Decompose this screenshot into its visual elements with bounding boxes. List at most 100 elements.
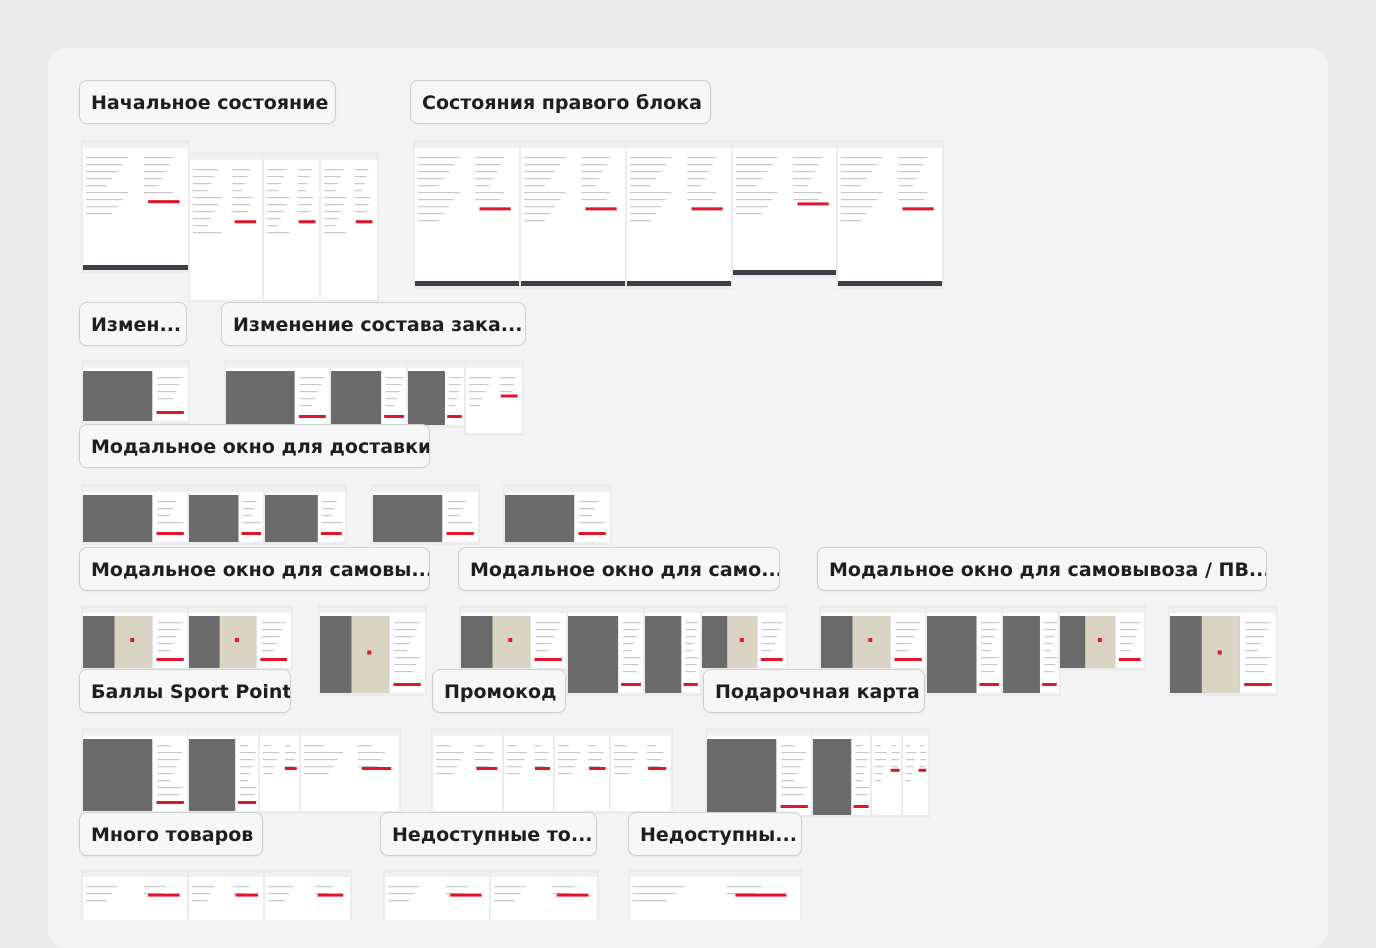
- section-label[interactable]: Модальное окно для самовы...: [79, 547, 430, 591]
- text-line: [86, 206, 118, 208]
- text-line: [579, 515, 592, 517]
- text-line: [268, 886, 294, 888]
- text-line: [157, 773, 174, 775]
- section-label[interactable]: Недоступны...: [628, 812, 802, 856]
- text-line: [622, 671, 637, 673]
- text-line: [687, 178, 706, 180]
- text-line: [474, 766, 490, 768]
- frame-header: [903, 731, 928, 736]
- text-line: [906, 759, 915, 761]
- text-line: [1120, 622, 1141, 624]
- text-line: [841, 213, 867, 215]
- text-line: [322, 522, 342, 524]
- section-label[interactable]: Изменение состава зака...: [221, 302, 526, 346]
- text-line: [981, 650, 990, 652]
- text-line: [891, 745, 896, 747]
- text-line: [687, 192, 717, 194]
- text-line: [898, 192, 928, 194]
- text-line: [1120, 636, 1136, 638]
- section-label[interactable]: Промокод: [432, 669, 566, 713]
- section-label[interactable]: Баллы Sport Point: [79, 669, 291, 713]
- text-line: [324, 197, 347, 199]
- frame-header: [83, 143, 188, 148]
- frame: [504, 731, 554, 811]
- text-line: [388, 893, 415, 895]
- text-line: [630, 185, 651, 187]
- text-line: [357, 766, 379, 768]
- text-line: [687, 185, 702, 187]
- text-line: [239, 766, 253, 768]
- section-label[interactable]: Модальное окно для самовывоза / ПВ...: [817, 547, 1267, 591]
- text-line: [630, 178, 656, 180]
- text-line: [157, 377, 183, 379]
- text-line: [267, 176, 284, 178]
- text-line: [86, 164, 123, 166]
- section-label[interactable]: Начальное состояние: [79, 80, 336, 124]
- text-line: [762, 622, 783, 624]
- text-line: [354, 211, 367, 213]
- text-line: [385, 377, 404, 379]
- section-label[interactable]: Подарочная карта: [703, 669, 925, 713]
- section-label[interactable]: Измен...: [79, 302, 187, 346]
- text-line: [475, 199, 501, 201]
- thumbnails: [83, 143, 1276, 920]
- text-line: [239, 780, 248, 782]
- text-line: [232, 169, 251, 171]
- section-label[interactable]: Много товаров: [79, 812, 263, 856]
- text-line: [474, 745, 485, 747]
- text-line: [793, 164, 819, 166]
- text-line: [304, 752, 344, 754]
- text-line: [418, 213, 444, 215]
- text-line: [906, 773, 913, 775]
- text-line: [875, 745, 881, 747]
- text-line: [507, 773, 520, 775]
- text-line: [1245, 650, 1258, 652]
- text-line: [232, 197, 253, 199]
- section-label[interactable]: Состояния правого блока: [410, 80, 711, 124]
- text-line: [388, 900, 409, 902]
- section-label[interactable]: Недоступные то...: [380, 812, 597, 856]
- button: [479, 207, 511, 211]
- text-line: [157, 752, 183, 754]
- text-line: [86, 178, 113, 180]
- button: [260, 658, 287, 661]
- text-line: [297, 169, 312, 171]
- text-line: [494, 893, 521, 895]
- overlay: [331, 371, 382, 425]
- text-line: [324, 225, 336, 227]
- text-line: [157, 622, 183, 624]
- text-line: [588, 752, 604, 754]
- text-line: [354, 204, 369, 206]
- text-line: [630, 164, 667, 166]
- text-line: [267, 169, 287, 171]
- text-line: [736, 213, 762, 215]
- text-line: [875, 773, 883, 775]
- text-line: [793, 185, 808, 187]
- button: [476, 767, 498, 770]
- text-line: [354, 190, 363, 192]
- text-line: [895, 650, 908, 652]
- frame: [321, 155, 377, 300]
- text-line: [906, 766, 914, 768]
- footer: [838, 281, 942, 286]
- text-line: [239, 759, 255, 761]
- text-line: [418, 220, 439, 222]
- text-line: [324, 232, 347, 234]
- text-line: [449, 391, 460, 393]
- text-line: [445, 886, 468, 888]
- text-line: [898, 171, 921, 173]
- text-line: [1044, 636, 1055, 638]
- text-line: [261, 622, 286, 624]
- text-line: [357, 745, 372, 747]
- text-line: [685, 622, 699, 624]
- text-line: [558, 752, 580, 754]
- text-line: [232, 204, 251, 206]
- text-line: [614, 745, 626, 747]
- text-line: [267, 204, 287, 206]
- section-label[interactable]: Модальное окно для само...: [458, 547, 780, 591]
- frame-header: [265, 487, 345, 492]
- text-line: [268, 893, 290, 895]
- text-line: [524, 213, 550, 215]
- section-label[interactable]: Модальное окно для доставки: [79, 424, 430, 468]
- frame-header: [838, 143, 942, 148]
